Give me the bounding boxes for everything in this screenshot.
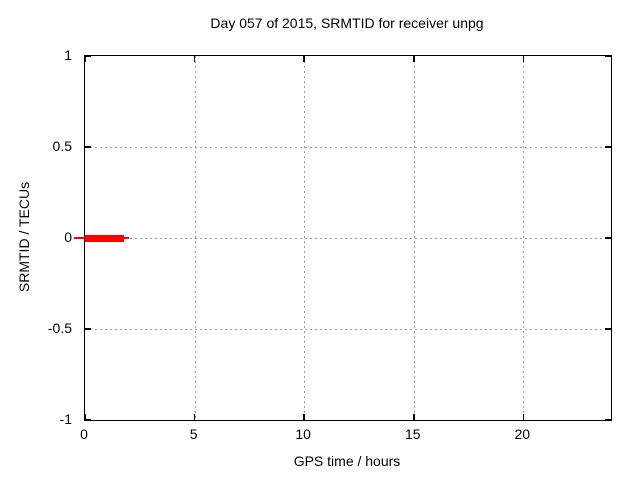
y-tick-mark — [605, 237, 611, 239]
y-tick-mark — [85, 419, 91, 421]
y-gridline — [85, 329, 611, 330]
x-axis-label: GPS time / hours — [293, 453, 401, 469]
x-tick-mark — [303, 414, 305, 420]
y-gridline — [85, 147, 611, 148]
x-tick-mark — [84, 414, 86, 420]
x-tick-label: 15 — [405, 426, 421, 442]
y-tick-mark — [605, 419, 611, 421]
y-tick-label: -0.5 — [47, 320, 72, 336]
y-tick-mark — [605, 146, 611, 148]
y-tick-mark — [85, 146, 91, 148]
x-tick-label: 5 — [189, 426, 198, 442]
x-tick-mark — [522, 56, 525, 62]
x-tick-mark — [413, 56, 415, 62]
y-tick-mark — [605, 55, 611, 57]
y-tick-label: 1 — [64, 47, 72, 63]
y-tick-label: 0 — [64, 229, 72, 245]
x-tick-mark — [522, 414, 525, 420]
x-tick-mark — [303, 56, 305, 62]
x-tick-label: 10 — [295, 426, 311, 442]
chart-title: Day 057 of 2015, SRMTID for receiver unp… — [210, 15, 484, 31]
x-tick-mark — [193, 56, 196, 62]
plot-area — [74, 55, 612, 421]
y-tick-mark — [605, 328, 611, 330]
y-tick-mark — [85, 328, 91, 330]
x-tick-mark — [413, 414, 415, 420]
data-segment — [85, 234, 125, 242]
x-tick-mark — [193, 414, 196, 420]
x-tick-mark — [84, 56, 86, 62]
x-tick-label: 0 — [80, 426, 88, 442]
y-tick-label: -1 — [59, 411, 72, 427]
y-tick-mark — [85, 55, 91, 57]
y-tick-label: 0.5 — [52, 138, 72, 154]
y-gridline — [85, 238, 611, 239]
x-tick-label: 20 — [514, 426, 531, 442]
